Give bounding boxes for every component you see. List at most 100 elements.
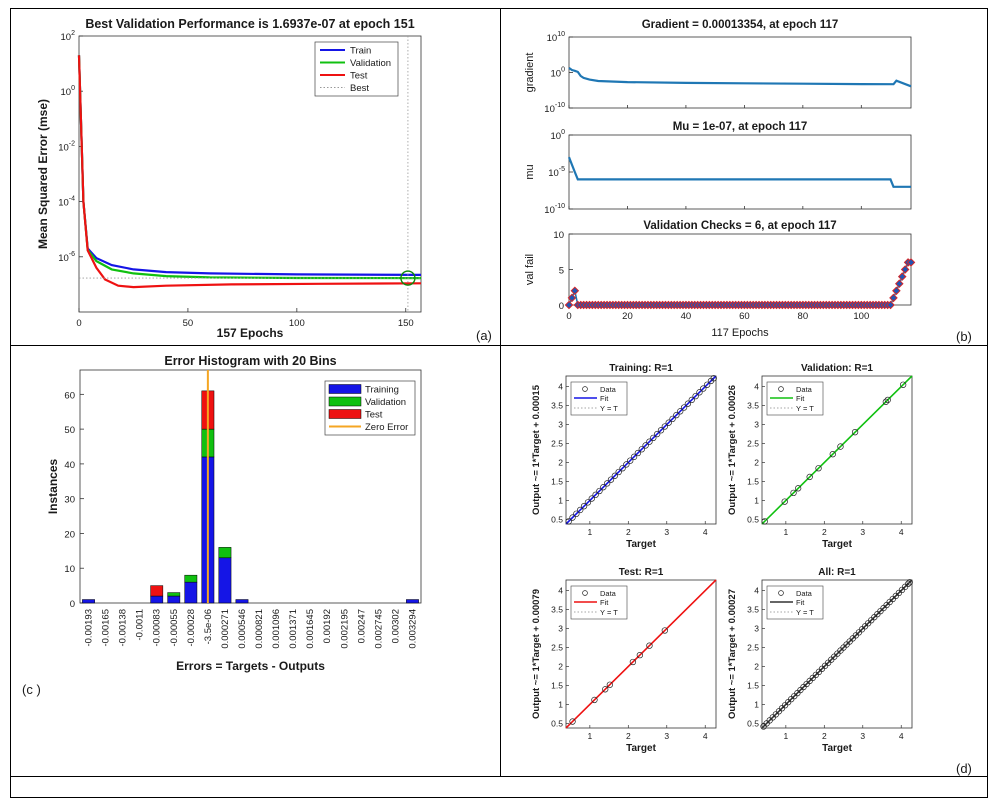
panel-letter-b: (b) (956, 329, 972, 344)
regression_training-data-point (680, 404, 688, 411)
panel-letter-c: (c ) (22, 682, 41, 697)
legend-label-identity: Y = T (796, 608, 814, 617)
x-tick-label: 1 (587, 731, 592, 741)
validation-check-marker (567, 293, 577, 303)
x-tick-label: 0.000546 (237, 609, 248, 649)
y-tick-label: 2.5 (551, 439, 563, 449)
y-tick-label: 102 (61, 30, 76, 43)
legend-label-train: Train (350, 46, 371, 57)
x-tick-label: 0.001096 (271, 609, 282, 649)
regression_test-data-point (591, 696, 598, 704)
legend-label-test: Test (365, 410, 383, 421)
validation-checks-axes-box (568, 233, 912, 306)
legend-label-best: Best (350, 83, 369, 94)
regression_all-data-point (905, 580, 912, 587)
y-tick-label: 2.5 (747, 439, 759, 449)
regression_training-plot: Training: R=1 Target Output ~= 1*Target + … (531, 363, 717, 550)
regression_validation-data-point (790, 489, 797, 497)
x-tick-label: 0.00192 (322, 609, 333, 643)
best-point-marker (400, 270, 416, 286)
y-tick-label: 100 (61, 85, 76, 98)
y-tick-label: 10-5 (548, 166, 565, 179)
regression_training-data-point (657, 427, 665, 434)
mu-plot: Mu = 1e-07, at epoch 117 mu (524, 121, 912, 210)
y-tick-label: 0 (70, 599, 75, 610)
y-tick-label: 0.5 (551, 718, 563, 728)
x-tick-label: -0.00083 (152, 609, 163, 647)
y-tick-label: 50 (64, 425, 75, 436)
x-tick-label: 0.002195 (339, 609, 350, 649)
regression_test-data-point (602, 686, 609, 693)
legend-label-data: Data (796, 589, 813, 598)
x-tick-label: 3 (860, 731, 865, 741)
x-tick-label: -0.00028 (186, 609, 197, 647)
regression_test-data-point (606, 681, 613, 688)
regression_all-xlabel: Target (822, 743, 852, 754)
y-tick-label: 10-6 (58, 251, 75, 264)
legend-label-fit: Fit (796, 394, 805, 403)
regression_test-data-point (661, 627, 668, 634)
regression_validation-data-point (795, 485, 802, 492)
regression_validation-data-point (882, 398, 889, 405)
regression_test-data-point (629, 658, 637, 666)
x-tick-label: 0.000821 (254, 609, 265, 649)
regression_validation-fit-line (761, 375, 913, 525)
y-tick-label: 1 (754, 699, 759, 709)
histogram-plot: Error Histogram with 20 Bins Errors = Tar… (46, 354, 422, 673)
x-tick-label: 0.000271 (220, 609, 231, 649)
validation-check-marker (900, 265, 910, 274)
mu-axes-box (568, 134, 912, 210)
y-tick-label: 5 (559, 266, 564, 277)
regression_training-data-point (604, 480, 611, 487)
y-tick-label: 3 (754, 624, 759, 634)
regression_training-data-point (607, 476, 615, 483)
x-tick-label: 3 (860, 527, 865, 537)
legend-swatch-data (582, 590, 588, 596)
x-tick-label: 100 (853, 311, 869, 322)
x-tick-label: -0.00138 (118, 609, 129, 647)
x-tick-label: 4 (703, 731, 708, 741)
y-tick-label: 4 (558, 586, 563, 596)
legend-label-test: Test (350, 71, 368, 82)
x-tick-label: 2 (626, 731, 631, 741)
regression_training-data-point (623, 461, 630, 468)
regression_training-data-point (704, 381, 711, 388)
y-tick-label: 1010 (547, 31, 565, 44)
regression_training-data-point (573, 510, 580, 517)
x-tick-label: 0.003294 (407, 609, 418, 649)
legend-swatch-training (328, 384, 362, 394)
y-tick-label: 10 (553, 230, 564, 241)
validation-check-marker (895, 279, 904, 289)
bar-training (82, 599, 95, 604)
y-tick-label: 4 (558, 382, 563, 392)
y-tick-label: 20 (64, 529, 75, 540)
bar-training (218, 557, 232, 604)
legend-label-validation: Validation (350, 58, 391, 69)
regression_test-title: Test: R=1 (619, 567, 664, 578)
bar-test (150, 585, 164, 597)
regression_training-data-point (669, 415, 676, 423)
regression_test-data-point (569, 718, 576, 725)
regression_training-data-point (661, 423, 668, 430)
x-tick-label: 3 (664, 527, 669, 537)
legend-swatch-validation (328, 396, 362, 407)
x-tick-label: 1 (587, 527, 592, 537)
bar-validation (184, 574, 198, 583)
legend-label-data: Data (600, 589, 617, 598)
regression_all-ylabel: Output ~= 1*Target + 0.00027 (727, 589, 738, 719)
validation-check-marker (889, 293, 898, 303)
legend-swatch-data (582, 386, 588, 392)
x-tick-label: 0.002745 (373, 609, 384, 649)
validation-check-marker (892, 286, 901, 296)
x-tick-label: 0.00247 (356, 609, 367, 643)
regression_training-data-point (700, 385, 707, 392)
mu-ylabel: mu (524, 164, 536, 179)
regression_test-plot: Test: R=1 Target Output ~= 1*Target + 0.00… (531, 567, 717, 754)
y-tick-label: 1.5 (747, 476, 759, 486)
validation-check-marker (897, 272, 907, 281)
regression_training-data-point (588, 495, 595, 502)
legend-label-fit: Fit (796, 598, 805, 607)
y-tick-label: 100 (551, 129, 566, 142)
regression_validation-data-point (829, 451, 836, 458)
legend-label-training: Training (365, 385, 399, 396)
